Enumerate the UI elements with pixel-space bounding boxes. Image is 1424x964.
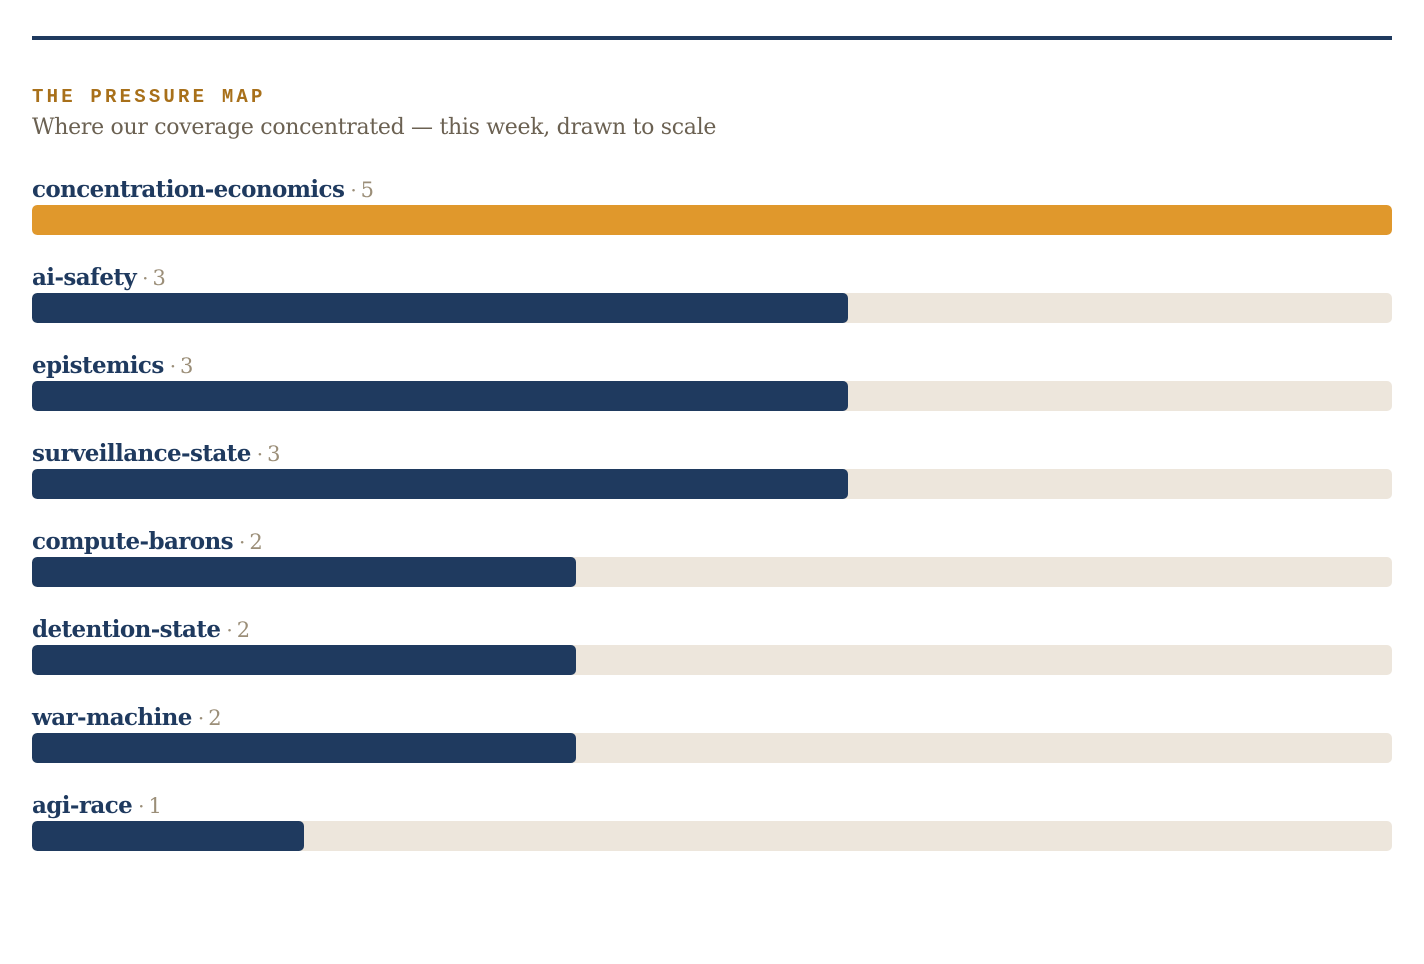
separator-dot: ·	[197, 706, 205, 730]
bar-label: agi-race · 1	[32, 791, 1392, 825]
count-label: 3	[180, 354, 194, 378]
count-label: 3	[267, 442, 281, 466]
bar-track	[32, 469, 1392, 499]
bar-track	[32, 205, 1392, 235]
topic-label: epistemics	[32, 352, 164, 379]
bar-row: concentration-economics · 5	[32, 175, 1392, 263]
topic-label: detention-state	[32, 616, 221, 643]
count-label: 5	[360, 178, 375, 202]
bar-label: surveillance-state · 3	[32, 439, 1392, 473]
pressure-map-panel: THE PRESSURE MAP Where our coverage conc…	[32, 36, 1392, 879]
bar-label: epistemics · 3	[32, 351, 1392, 385]
bar-label: compute-barons · 2	[32, 527, 1392, 561]
bar-label: concentration-economics · 5	[32, 175, 1392, 209]
bar-row: ai-safety · 3	[32, 263, 1392, 351]
bar-fill	[32, 469, 848, 499]
bar-track	[32, 821, 1392, 851]
separator-dot: ·	[226, 618, 233, 642]
separator-dot: ·	[142, 266, 149, 290]
bar-fill	[32, 381, 848, 411]
top-rule	[32, 36, 1392, 40]
separator-dot: ·	[350, 178, 357, 202]
bar-fill	[32, 205, 1392, 235]
bar-label: war-machine · 2	[32, 703, 1392, 737]
bar-row: compute-barons · 2	[32, 527, 1392, 615]
chart-subtitle: Where our coverage concentrated — this w…	[32, 115, 717, 140]
bar-track	[32, 381, 1392, 411]
bar-label: detention-state · 2	[32, 615, 1392, 649]
count-label: 2	[208, 706, 222, 730]
bar-label: ai-safety · 3	[32, 263, 1392, 297]
bar-rows: concentration-economics · 5 ai-safety · 3 epis…	[32, 175, 1392, 879]
bar-fill	[32, 821, 304, 851]
bar-row: detention-state · 2	[32, 615, 1392, 703]
bar-row: agi-race · 1	[32, 791, 1392, 879]
count-label: 2	[249, 530, 263, 554]
count-label: 3	[152, 266, 166, 290]
topic-label: concentration-economics	[32, 176, 345, 203]
count-label: 1	[148, 794, 162, 818]
topic-label: compute-barons	[32, 528, 234, 555]
topic-label: ai-safety	[32, 264, 137, 291]
separator-dot: ·	[239, 530, 246, 554]
topic-label: surveillance-state	[32, 440, 251, 467]
bar-row: surveillance-state · 3	[32, 439, 1392, 527]
bar-track	[32, 557, 1392, 587]
chart-eyebrow-title: THE PRESSURE MAP	[32, 86, 266, 108]
separator-dot: ·	[169, 354, 177, 378]
topic-label: agi-race	[32, 792, 133, 819]
bar-track	[32, 293, 1392, 323]
separator-dot: ·	[138, 794, 145, 818]
bar-fill	[32, 293, 848, 323]
bar-track	[32, 645, 1392, 675]
bar-fill	[32, 645, 576, 675]
bar-track	[32, 733, 1392, 763]
bar-row: epistemics · 3	[32, 351, 1392, 439]
separator-dot: ·	[256, 442, 264, 466]
bar-fill	[32, 733, 576, 763]
count-label: 2	[236, 618, 251, 642]
bar-fill	[32, 557, 576, 587]
topic-label: war-machine	[32, 704, 192, 731]
bar-row: war-machine · 2	[32, 703, 1392, 791]
